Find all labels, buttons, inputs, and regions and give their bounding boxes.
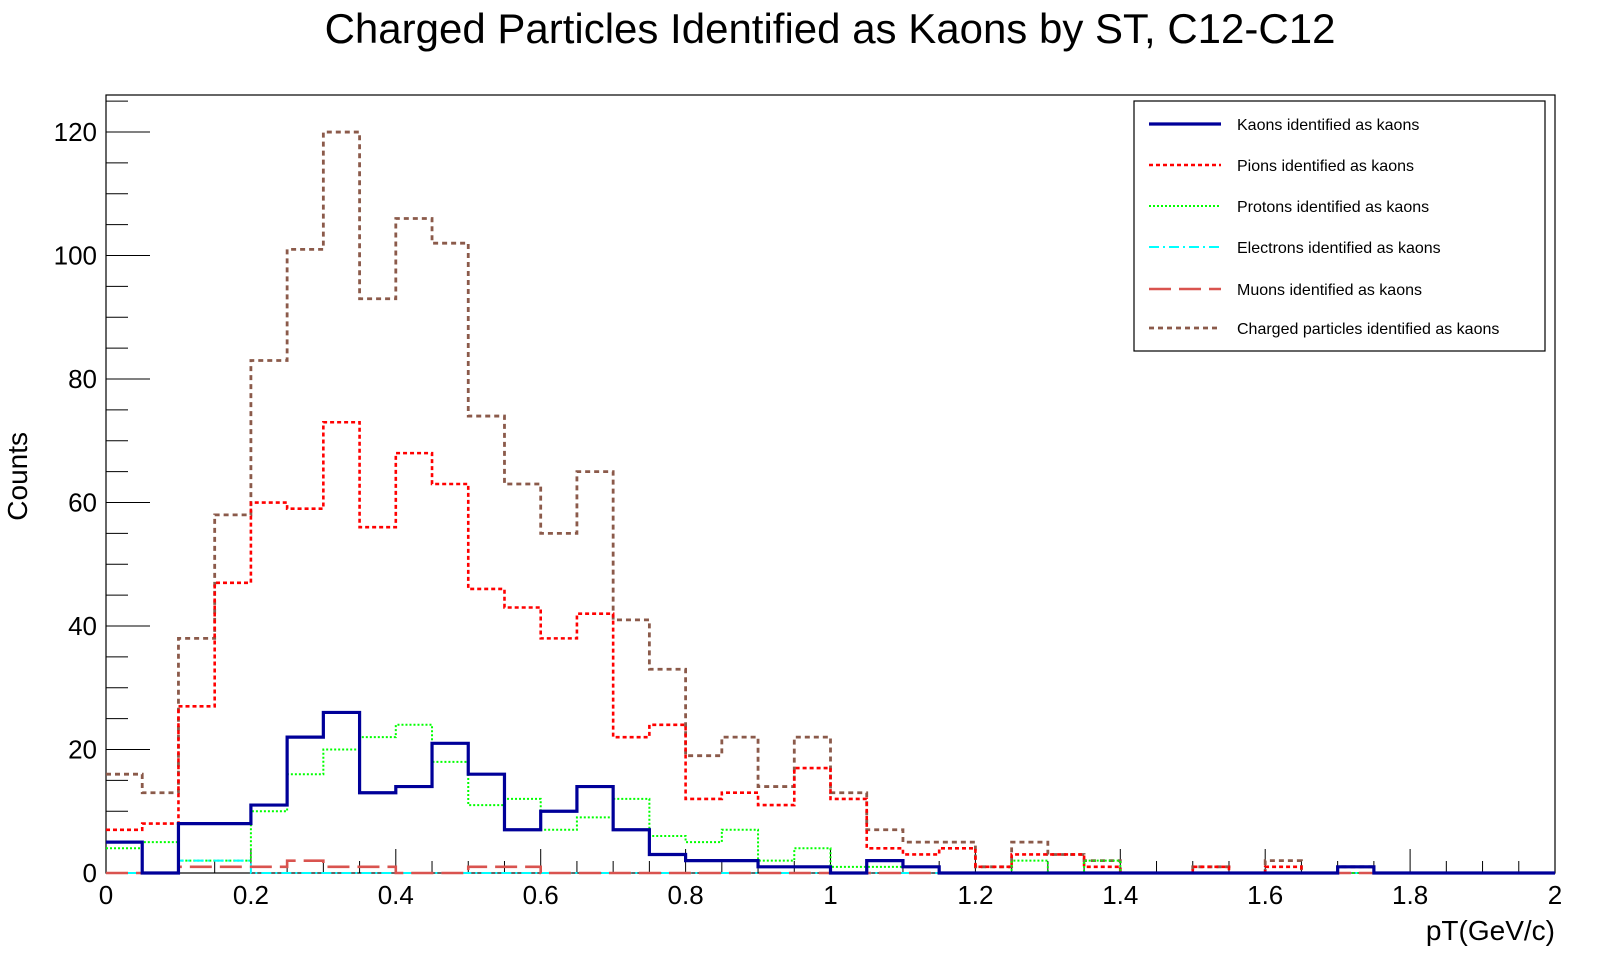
y-axis-label: Counts bbox=[2, 432, 33, 521]
x-tick-label: 1.8 bbox=[1392, 880, 1428, 910]
x-tick-label: 2 bbox=[1548, 880, 1562, 910]
x-axis-label: pT(GeV/c) bbox=[1426, 915, 1555, 946]
y-tick-label: 0 bbox=[83, 858, 97, 888]
legend-label: Charged particles identified as kaons bbox=[1237, 321, 1499, 338]
y-tick-label: 80 bbox=[68, 364, 97, 394]
x-tick-label: 0.2 bbox=[233, 880, 269, 910]
histogram-series-1 bbox=[106, 420, 1555, 875]
histogram-series-0 bbox=[106, 710, 1555, 875]
x-tick-label: 1.4 bbox=[1102, 880, 1138, 910]
y-tick-label: 20 bbox=[68, 735, 97, 765]
x-tick-label: 0 bbox=[99, 880, 113, 910]
y-tick-label: 120 bbox=[54, 117, 97, 147]
x-tick-label: 0.6 bbox=[523, 880, 559, 910]
legend-label: Pions identified as kaons bbox=[1237, 158, 1414, 175]
chart-title: Charged Particles Identified as Kaons by… bbox=[325, 5, 1336, 52]
y-tick-label: 60 bbox=[68, 488, 97, 518]
x-tick-label: 0.8 bbox=[668, 880, 704, 910]
y-tick-label: 40 bbox=[68, 611, 97, 641]
legend-label: Electrons identified as kaons bbox=[1237, 240, 1441, 257]
legend-label: Protons identified as kaons bbox=[1237, 199, 1429, 216]
legend-label: Muons identified as kaons bbox=[1237, 282, 1422, 299]
y-tick-label: 100 bbox=[54, 241, 97, 271]
legend-label: Kaons identified as kaons bbox=[1237, 117, 1419, 134]
x-tick-label: 0.4 bbox=[378, 880, 414, 910]
x-tick-label: 1.2 bbox=[957, 880, 993, 910]
x-tick-label: 1 bbox=[823, 880, 837, 910]
x-tick-label: 1.6 bbox=[1247, 880, 1283, 910]
legend-box bbox=[1133, 100, 1546, 352]
